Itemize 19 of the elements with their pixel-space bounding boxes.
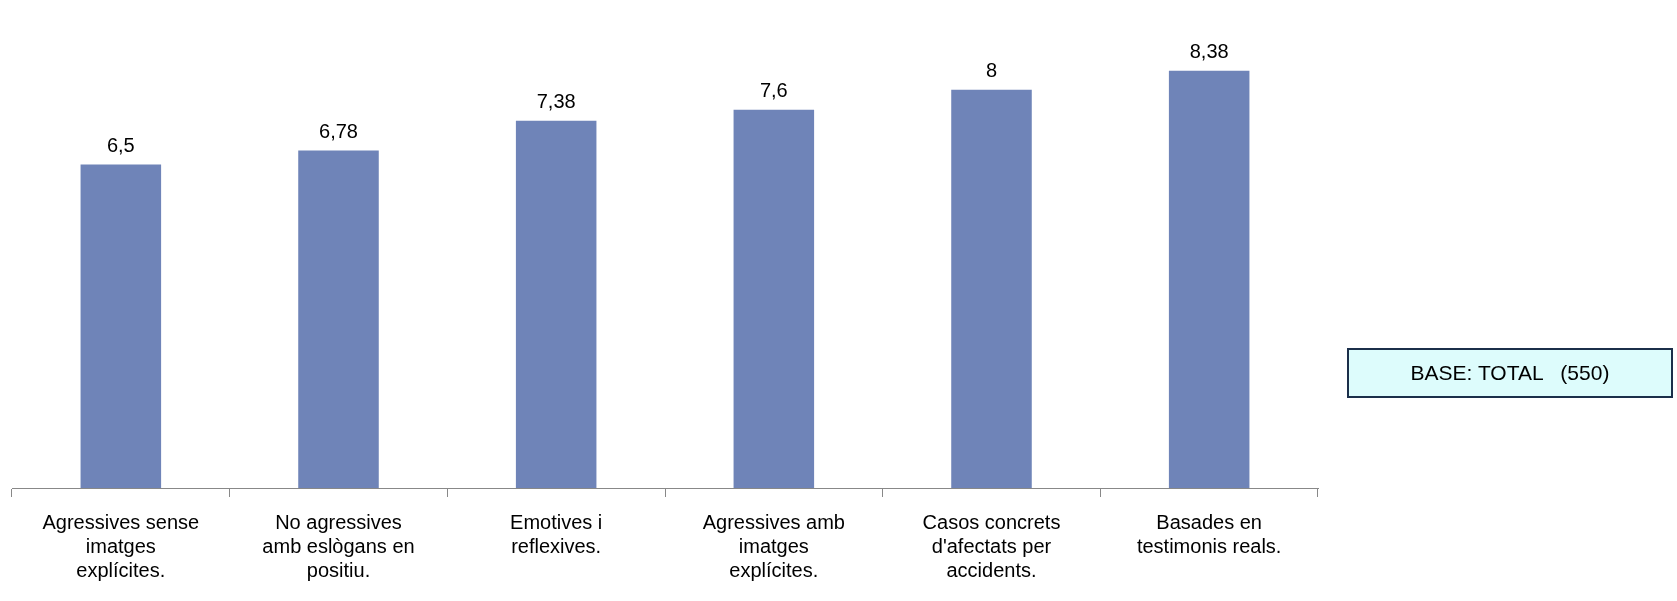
bar bbox=[951, 89, 1032, 488]
text: BASE: TOTAL (550) bbox=[1347, 348, 1673, 398]
data-label: 6,78 bbox=[319, 120, 358, 143]
x-tick-label: Agressives sense imatges explícites. bbox=[42, 510, 200, 581]
data-label: 7,38 bbox=[536, 90, 576, 113]
bar bbox=[733, 109, 815, 488]
bar bbox=[515, 120, 597, 488]
data-label: 8 bbox=[985, 59, 998, 82]
bar bbox=[80, 164, 162, 488]
x-tick-label: Casos concrets d'afectats per accidents. bbox=[922, 510, 1061, 581]
x-tick-label: No agressives amb eslògans en positiu. bbox=[262, 510, 415, 581]
bar bbox=[1168, 70, 1250, 488]
x-tick-label: Agressives amb imatges explícites. bbox=[702, 510, 845, 581]
data-label: 7,6 bbox=[759, 79, 788, 102]
x-tick-label: Basades en testimonis reals. bbox=[1136, 510, 1282, 557]
data-label: 8,38 bbox=[1189, 40, 1229, 63]
data-label: 6,5 bbox=[106, 133, 135, 156]
bar bbox=[298, 150, 379, 488]
x-tick-label: Emotives i reflexives. bbox=[510, 510, 603, 557]
